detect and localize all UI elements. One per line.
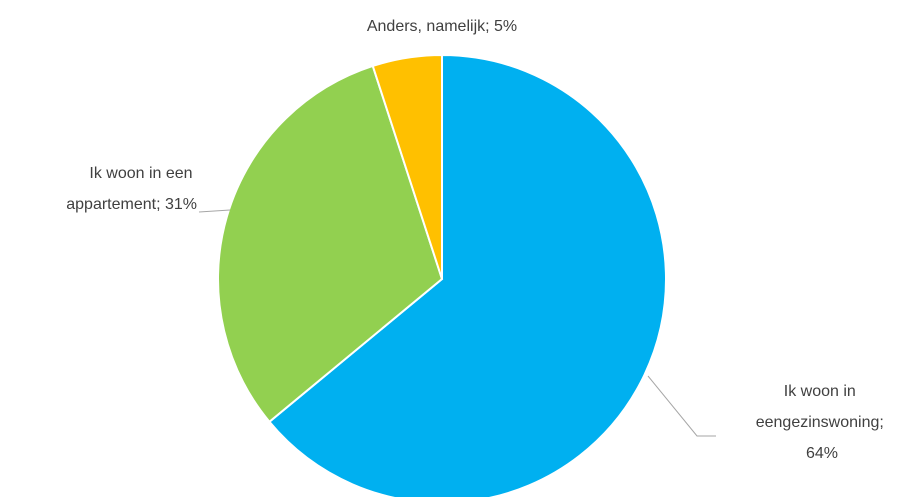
pie-slice xyxy=(267,53,667,497)
pie-slice xyxy=(217,64,444,424)
data-label: Ik woon in een appartement; 31% xyxy=(66,165,197,213)
label-line: 64% xyxy=(806,445,838,462)
pie-slice xyxy=(371,53,443,280)
label-line: appartement; 31% xyxy=(66,196,197,213)
data-label: Ik woon in eengezinswoning; 64% xyxy=(756,383,889,462)
label-line: eengezinswoning; xyxy=(756,414,889,431)
leader-line xyxy=(198,209,231,213)
data-label: Anders, namelijk; 5% xyxy=(367,18,517,35)
label-line: Ik woon in xyxy=(784,383,860,400)
leader-line xyxy=(647,375,716,437)
label-line: Anders, namelijk; 5% xyxy=(367,18,517,35)
label-line: Ik woon in een xyxy=(89,165,197,182)
